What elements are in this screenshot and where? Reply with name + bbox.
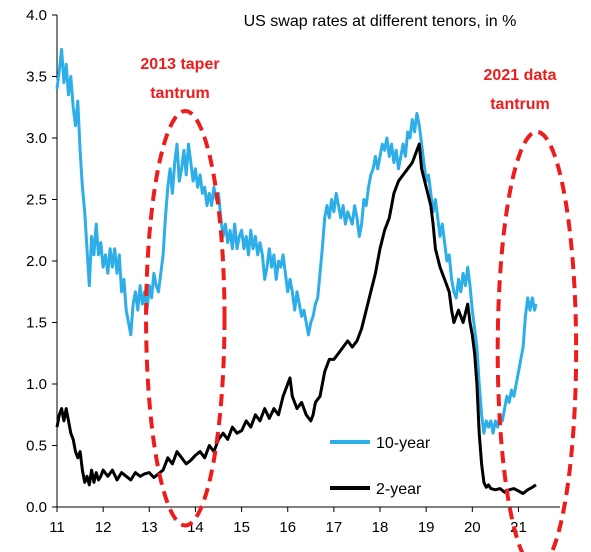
legend-label-2-year: 2-year (376, 481, 422, 498)
y-tick-label: 4.0 (26, 7, 47, 24)
x-tick-label: 13 (141, 519, 158, 536)
y-tick-label: 3.5 (26, 69, 47, 86)
annotation-label: tantrum (490, 96, 550, 113)
annotation-label: tantrum (150, 85, 210, 102)
chart-title: US swap rates at different tenors, in % (244, 13, 517, 30)
x-tick-label: 16 (279, 519, 296, 536)
annotation-ellipse (144, 108, 227, 528)
x-tick-label: 20 (464, 519, 481, 536)
x-tick-label: 17 (326, 519, 343, 536)
legend-label-10-year: 10-year (376, 435, 431, 452)
x-tick-label: 15 (233, 519, 250, 536)
x-tick-label: 12 (95, 519, 112, 536)
legend: 10-year 2-year (330, 435, 431, 498)
y-tick-label: 1.0 (26, 376, 47, 393)
y-tick-label: 1.5 (26, 315, 47, 332)
y-tick-label: 2.5 (26, 192, 47, 209)
x-tick-label: 11 (49, 519, 65, 536)
x-tick-label: 19 (418, 519, 435, 536)
y-tick-label: 0.5 (26, 438, 47, 455)
x-tick-label: 14 (187, 519, 204, 536)
series-line-2-year (55, 142, 537, 495)
annotation-ellipse (495, 129, 579, 552)
y-tick-label: 2.0 (26, 253, 47, 270)
series-line-10-year (55, 47, 538, 435)
y-tick-label: 3.0 (26, 130, 47, 147)
annotation-label: 2013 taper (140, 56, 219, 73)
x-tick-label: 18 (372, 519, 389, 536)
annotation-label: 2021 data (484, 67, 557, 84)
y-tick-label: 0.0 (26, 499, 47, 516)
